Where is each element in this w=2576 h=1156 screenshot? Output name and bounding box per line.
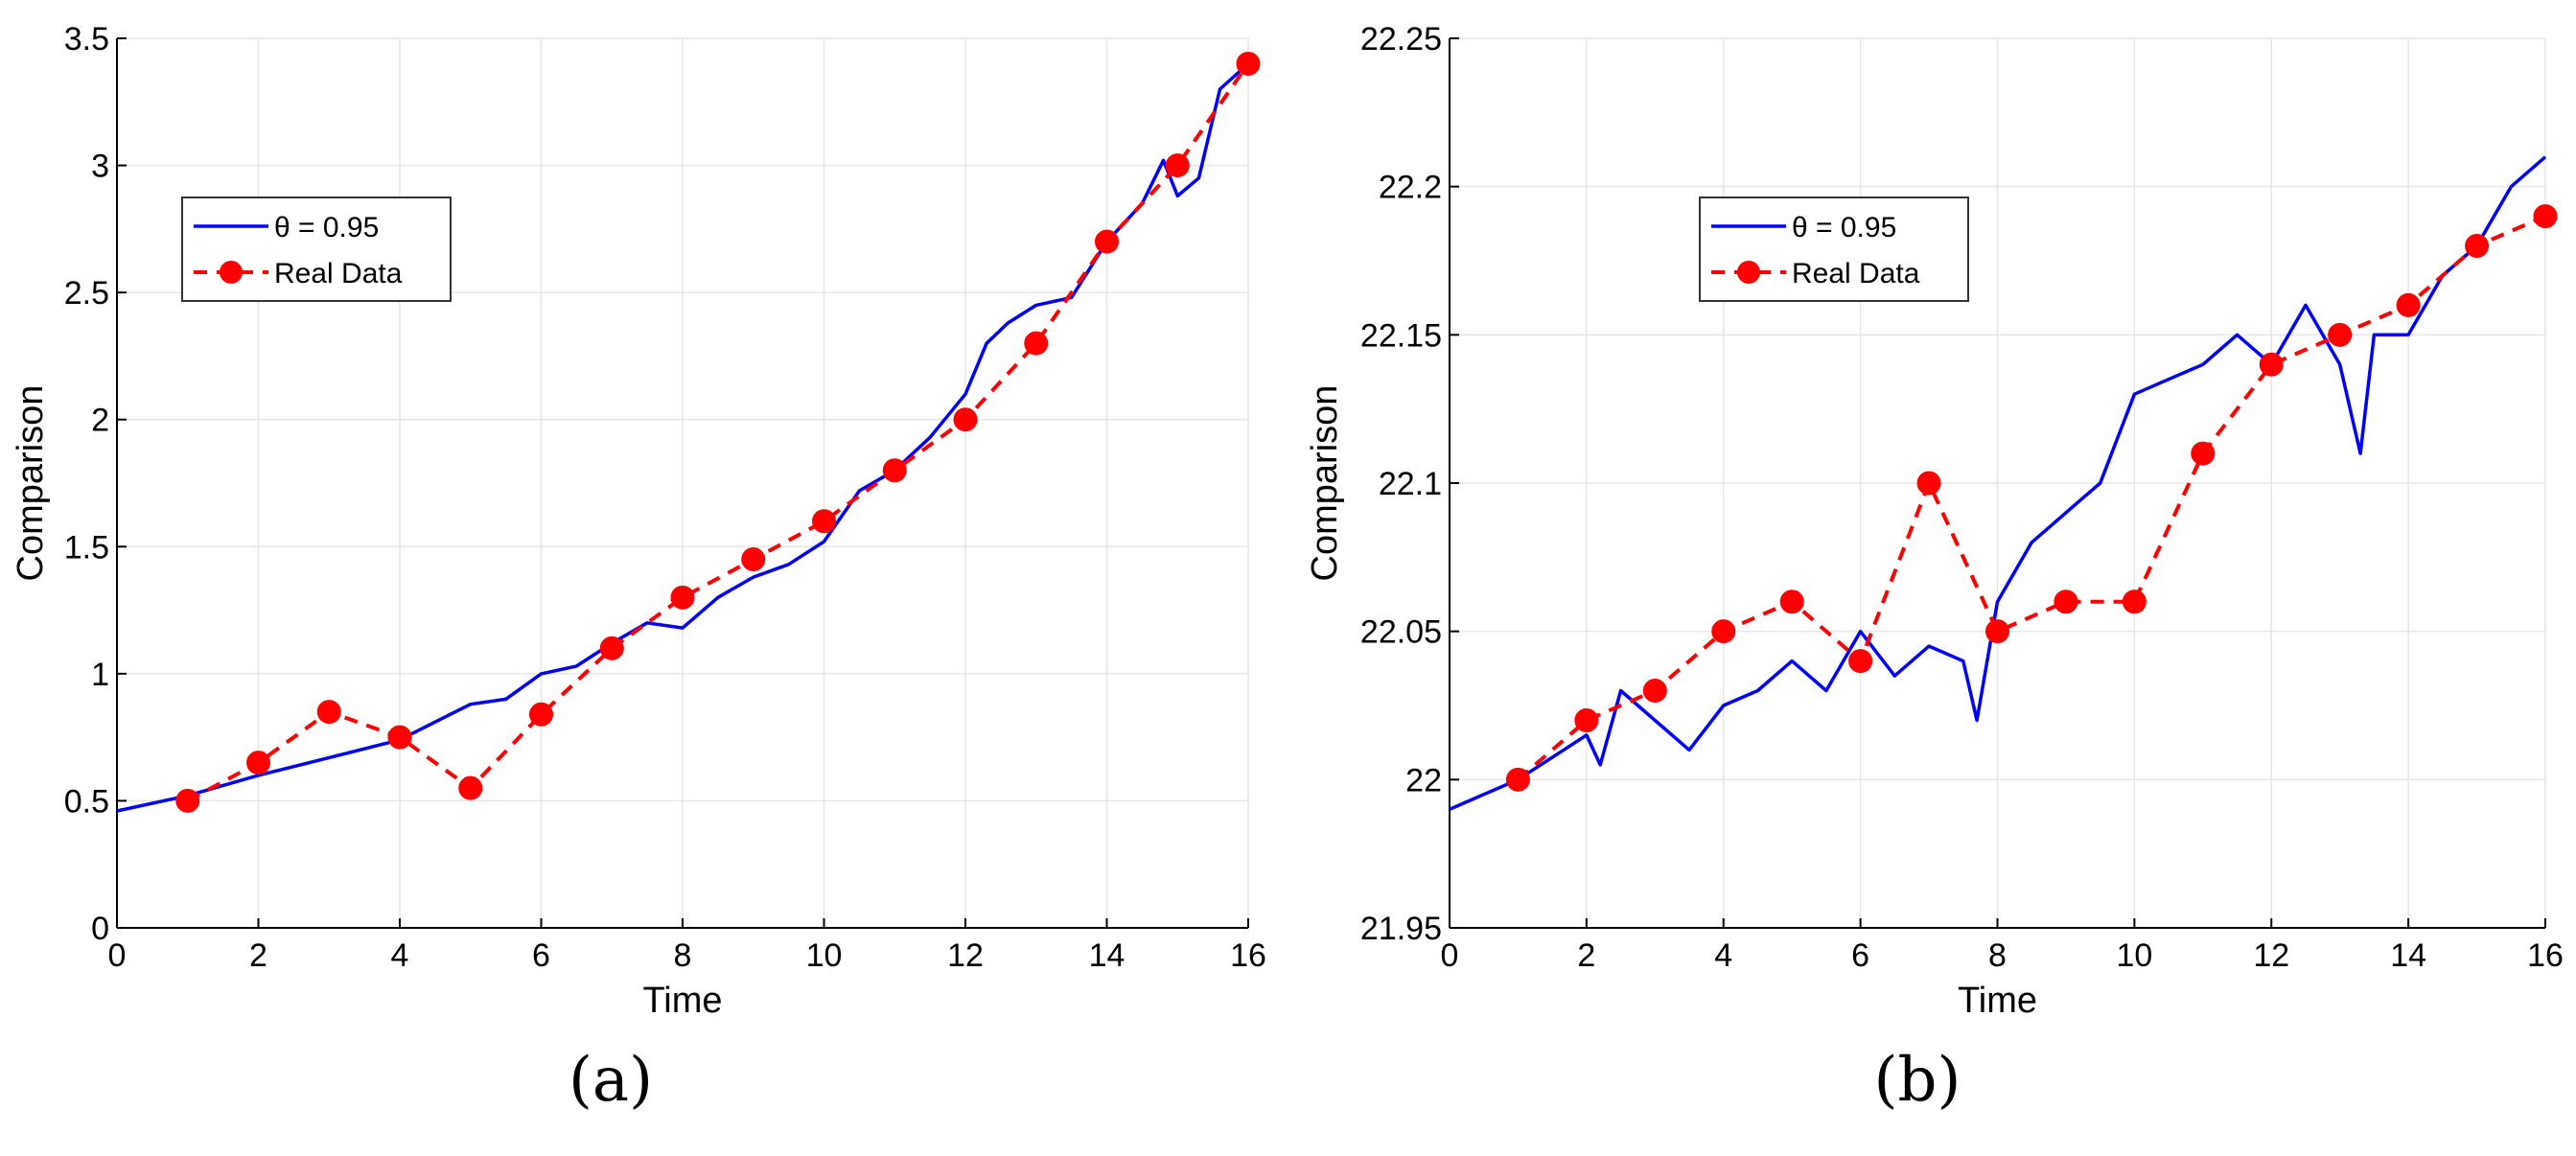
data-point bbox=[2191, 441, 2216, 466]
data-point bbox=[246, 751, 270, 775]
data-point bbox=[1505, 767, 1530, 792]
data-point bbox=[1236, 52, 1261, 77]
legend-label: θ = 0.95 bbox=[1792, 212, 1896, 243]
y-tick-label: 22.05 bbox=[1360, 614, 1442, 651]
data-point bbox=[1779, 590, 1804, 614]
data-point bbox=[2533, 204, 2558, 229]
x-tick-label: 2 bbox=[249, 937, 267, 974]
data-point bbox=[316, 700, 341, 725]
data-point bbox=[2259, 352, 2284, 377]
data-point bbox=[1024, 331, 1049, 356]
y-tick-label: 22.2 bbox=[1379, 170, 1442, 206]
legend-label: θ = 0.95 bbox=[274, 212, 379, 243]
data-point bbox=[387, 725, 412, 750]
data-point bbox=[1985, 619, 2009, 644]
x-tick-label: 14 bbox=[2390, 937, 2426, 974]
x-tick-label: 16 bbox=[1230, 937, 1266, 974]
x-tick-label: 6 bbox=[532, 937, 550, 974]
x-tick-label: 8 bbox=[674, 937, 692, 974]
x-tick-label: 0 bbox=[1441, 937, 1459, 974]
y-tick-label: 21.95 bbox=[1360, 911, 1442, 947]
x-tick-label: 2 bbox=[1577, 937, 1595, 974]
legend-label: Real Data bbox=[274, 258, 403, 289]
legend-box bbox=[181, 197, 452, 302]
data-point bbox=[1642, 679, 1667, 704]
x-axis-label: Time bbox=[642, 981, 722, 1021]
y-tick-label: 1 bbox=[91, 657, 109, 693]
x-axis-label: Time bbox=[1958, 981, 2037, 1021]
y-tick-label: 2.5 bbox=[64, 275, 109, 312]
y-axis-label: Comparison bbox=[11, 385, 51, 582]
data-point bbox=[882, 458, 907, 483]
data-point bbox=[670, 585, 695, 610]
y-tick-label: 22.15 bbox=[1360, 317, 1442, 354]
data-point bbox=[1711, 619, 1736, 644]
legend-label: Real Data bbox=[1792, 258, 1920, 289]
x-tick-label: 12 bbox=[947, 937, 984, 974]
legend: θ = 0.95 Real Data bbox=[181, 197, 452, 302]
data-point bbox=[1916, 471, 1941, 496]
chart-panel-b: 0 2 4 6 8 10 12 14 16 21.95 22 22.05 22.1 22.15 22.2 22… bbox=[1305, 21, 2564, 1116]
x-tick-label: 6 bbox=[1851, 937, 1869, 974]
data-point bbox=[741, 547, 766, 572]
data-point bbox=[2465, 234, 2490, 259]
y-tick-label: 3.5 bbox=[64, 21, 109, 58]
x-tick-label: 10 bbox=[806, 937, 843, 974]
x-tick-label: 8 bbox=[1988, 937, 2007, 974]
data-point bbox=[1848, 649, 1873, 674]
x-tick-label: 4 bbox=[1714, 937, 1732, 974]
y-tick-label: 2 bbox=[91, 403, 109, 439]
y-axis-label: Comparison bbox=[1305, 385, 1345, 582]
series-line-real-data bbox=[186, 62, 1250, 803]
panel-label: (a) bbox=[569, 1045, 653, 1116]
series-line-real-data bbox=[1517, 214, 2546, 781]
data-point bbox=[953, 407, 978, 432]
data-point bbox=[812, 509, 836, 534]
legend-marker bbox=[1737, 261, 1760, 284]
y-tick-label: 0.5 bbox=[64, 783, 109, 820]
y-tick-label: 1.5 bbox=[64, 529, 109, 566]
x-tick-label: 0 bbox=[108, 937, 127, 974]
x-tick-label: 4 bbox=[391, 937, 409, 974]
data-point bbox=[1095, 229, 1119, 254]
data-point bbox=[2054, 590, 2078, 614]
data-point bbox=[175, 788, 200, 813]
series-line-theta bbox=[1449, 155, 2547, 811]
x-tick-label: 14 bbox=[1089, 937, 1126, 974]
data-point bbox=[1165, 153, 1190, 178]
x-tick-label: 12 bbox=[2253, 937, 2289, 974]
legend-box bbox=[1699, 197, 1969, 302]
y-tick-label: 3 bbox=[91, 149, 109, 185]
legend-marker bbox=[220, 261, 243, 284]
data-point bbox=[529, 702, 553, 727]
data-point bbox=[2122, 590, 2147, 614]
data-point bbox=[2396, 292, 2421, 317]
x-tick-label: 16 bbox=[2527, 937, 2564, 974]
y-tick-label: 0 bbox=[91, 911, 109, 947]
data-point bbox=[458, 775, 483, 800]
data-point bbox=[599, 636, 624, 660]
x-tick-label: 10 bbox=[2116, 937, 2152, 974]
data-point bbox=[2328, 322, 2353, 347]
panel-label: (b) bbox=[1874, 1045, 1961, 1116]
data-point bbox=[1574, 707, 1599, 732]
legend: θ = 0.95 Real Data bbox=[1699, 197, 1969, 302]
y-tick-label: 22 bbox=[1405, 762, 1442, 798]
y-tick-label: 22.1 bbox=[1379, 466, 1442, 502]
chart-panel-a: 0 2 4 6 8 10 12 14 16 0 0.5 1 1.5 2 2.5 3 3.5 Time Compari… bbox=[11, 21, 1266, 1116]
y-tick-label: 22.25 bbox=[1360, 21, 1442, 58]
